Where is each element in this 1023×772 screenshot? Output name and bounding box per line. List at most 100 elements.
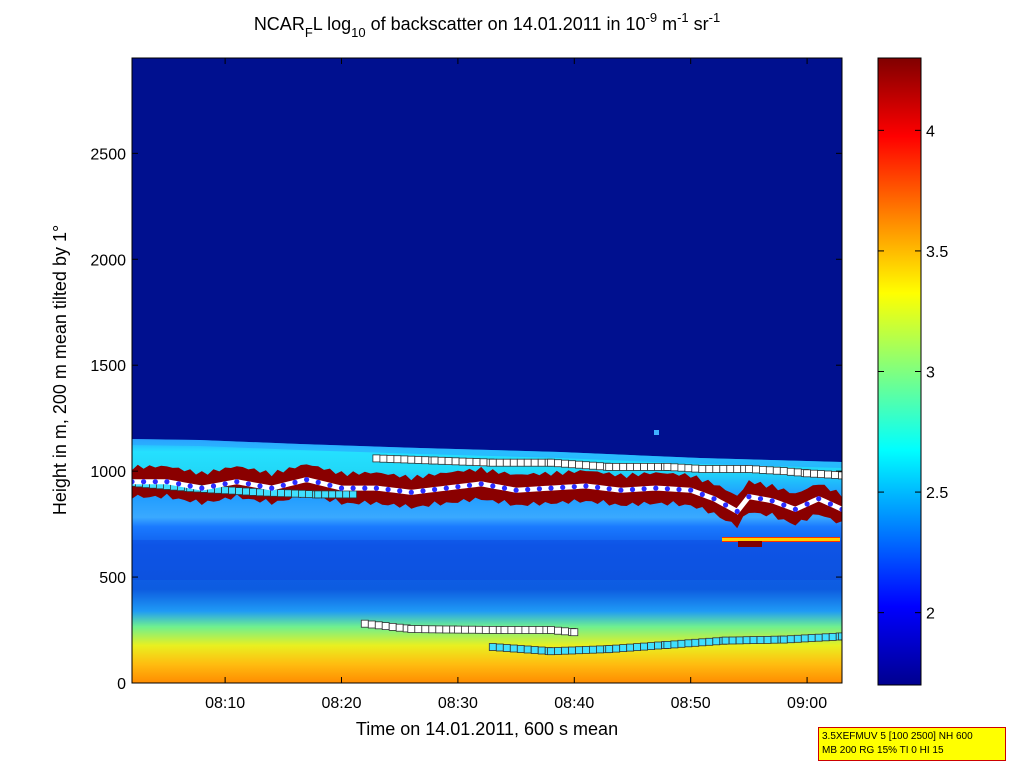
main-series-point	[490, 483, 496, 489]
x-tick-label: 08:30	[438, 695, 478, 712]
series-2-point	[342, 490, 351, 499]
series-3-point	[535, 626, 544, 634]
series-3-point	[360, 619, 369, 628]
series-3-point	[421, 625, 430, 634]
main-series-point	[827, 501, 834, 507]
x-tick-label: 08:50	[671, 695, 711, 712]
series-4-point	[647, 642, 655, 650]
series-1-point	[619, 462, 628, 471]
series-4-point	[670, 640, 679, 649]
series-4-point	[619, 644, 628, 652]
series-1-point	[488, 458, 497, 467]
isolated-pixel	[654, 430, 659, 435]
main-series-point	[199, 485, 205, 491]
colorbar-ticks: 2 2.5 3 3.5 4	[878, 123, 948, 623]
series-4-point	[821, 633, 830, 642]
series-1-point	[444, 457, 453, 466]
x-tick-label: 08:40	[554, 695, 594, 712]
series-1-point	[561, 459, 569, 468]
series-marks	[132, 454, 842, 656]
series-1-point	[414, 455, 423, 464]
series-4-point	[523, 645, 532, 654]
main-series-point	[222, 481, 228, 487]
main-series-point	[338, 485, 345, 491]
main-series-point	[536, 486, 543, 492]
series-3-point	[435, 625, 444, 634]
series-2-point	[242, 487, 251, 496]
series-3-point	[514, 626, 523, 634]
series-1-point	[582, 461, 590, 470]
series-3-point	[547, 626, 555, 634]
main-series-point	[408, 489, 414, 495]
series-1-point	[810, 469, 818, 478]
series-4-point	[582, 646, 590, 654]
main-series-point	[781, 502, 787, 508]
series-1-point	[421, 456, 430, 465]
series-4-point	[763, 636, 772, 644]
series-4-point	[691, 638, 700, 647]
main-series-point	[548, 485, 554, 491]
series-1-point	[670, 463, 679, 472]
series-3-point	[570, 628, 579, 637]
main-series-point	[699, 491, 705, 497]
series-1-point	[663, 462, 672, 471]
series-1-point	[393, 455, 402, 464]
main-series-point	[245, 481, 251, 487]
series-3-point	[407, 625, 416, 633]
info-line-1: 3.5XEFMUV 5 [100 2500] NH 600	[822, 731, 973, 742]
series-1-point	[677, 463, 686, 472]
x-tick-label: 09:00	[787, 695, 827, 712]
series-2-point	[249, 487, 257, 496]
series-4-point	[770, 635, 779, 644]
main-series-point	[560, 484, 566, 490]
series-3-point	[507, 626, 516, 634]
series-4-point	[698, 638, 707, 647]
series-2-point	[256, 488, 264, 497]
main-series-point	[734, 508, 740, 514]
series-1-point	[554, 459, 562, 468]
main-series-point	[571, 484, 577, 490]
series-1-point	[605, 462, 614, 471]
series-1-point	[824, 470, 832, 479]
series-1-point	[575, 460, 583, 469]
series-4-point	[612, 644, 621, 653]
series-1-point	[712, 465, 721, 473]
series-1-point	[458, 457, 467, 466]
main-series-point	[513, 487, 519, 493]
series-4-point	[807, 634, 816, 642]
main-series-point	[641, 486, 647, 492]
series-4-point	[742, 636, 751, 645]
series-1-point	[633, 462, 641, 471]
series-4-point	[568, 646, 576, 655]
series-3-point	[388, 623, 397, 631]
series-2-point	[297, 489, 306, 498]
main-series-point	[443, 485, 449, 491]
main-series-point	[420, 488, 426, 494]
series-3-point	[381, 622, 390, 630]
series-1-point	[779, 467, 788, 476]
main-series-point	[385, 486, 391, 493]
cloud-top-glow	[132, 439, 842, 468]
series-3-point	[554, 626, 562, 635]
series-2-point	[349, 490, 358, 499]
series-1-point	[472, 458, 481, 467]
series-3-point	[374, 621, 383, 630]
main-series-point	[525, 486, 531, 493]
x-tick-label: 08:20	[321, 695, 361, 712]
series-3-point	[442, 625, 451, 634]
main-series-point	[234, 479, 240, 485]
series-1-point	[831, 470, 839, 479]
series-3-point	[561, 627, 569, 636]
series-4-point	[509, 644, 518, 653]
main-series-point	[676, 486, 682, 493]
aerosol-layer-core	[722, 538, 840, 541]
main-series-point	[176, 481, 182, 487]
series-4-point	[537, 646, 546, 655]
main-series-point	[711, 496, 717, 502]
series-4-point	[596, 645, 604, 654]
y-axis-label: Height in m, 200 m mean tilted by 1°	[50, 225, 70, 515]
series-4-point	[495, 643, 504, 652]
series-1-point	[437, 456, 446, 465]
main-series-point	[397, 488, 403, 494]
